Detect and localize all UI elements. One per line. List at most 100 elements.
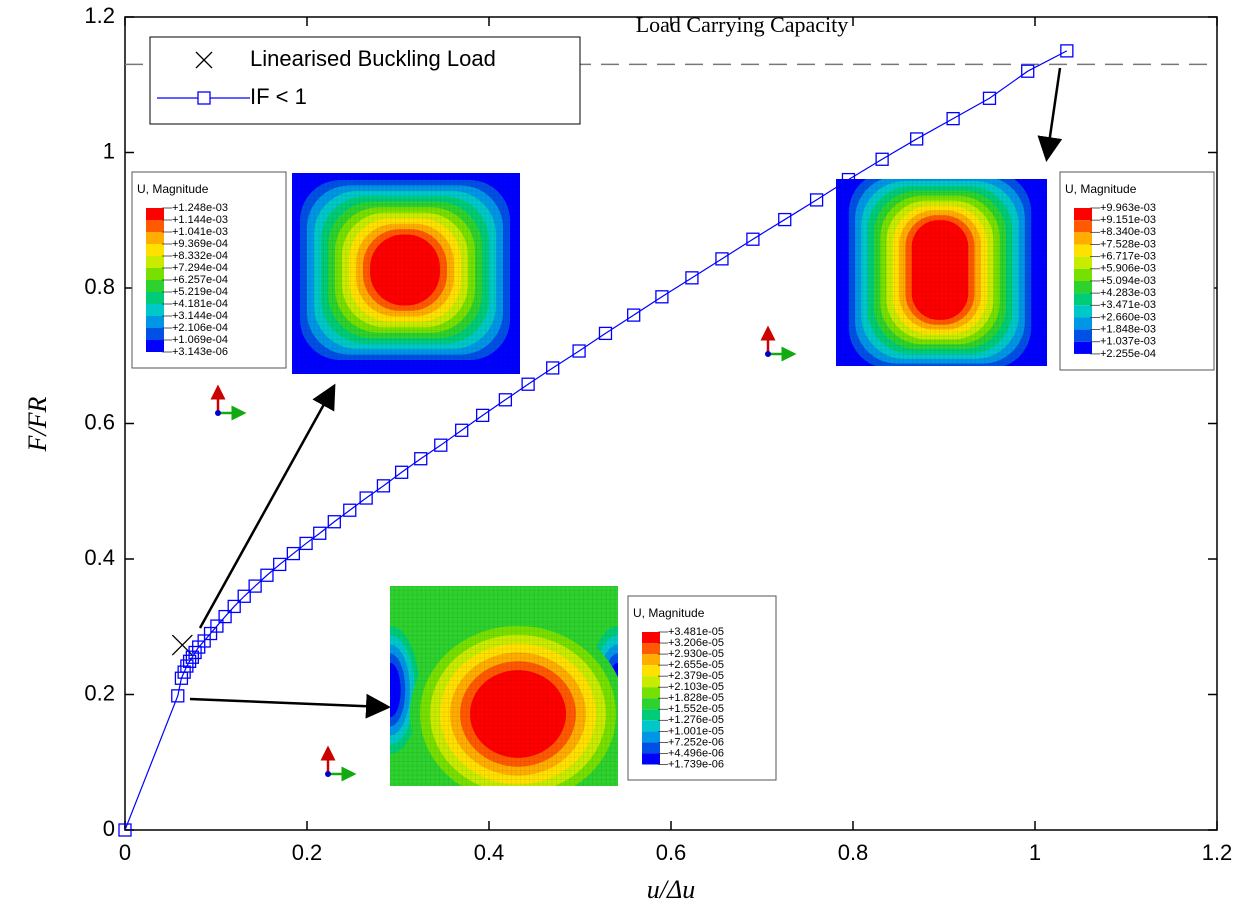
color-band bbox=[642, 731, 660, 742]
level-label: +4.283e-03 bbox=[1100, 287, 1156, 299]
color-band bbox=[1074, 293, 1092, 305]
color-band bbox=[146, 244, 164, 256]
level-label: +7.528e-03 bbox=[1100, 238, 1156, 250]
legend: Linearised Buckling Load IF < 1 bbox=[150, 37, 580, 124]
color-band bbox=[642, 654, 660, 665]
level-label: +9.151e-03 bbox=[1100, 214, 1156, 226]
contour bbox=[292, 173, 520, 374]
color-band bbox=[1074, 281, 1092, 293]
color-band bbox=[642, 720, 660, 731]
legend-label: IF < 1 bbox=[250, 84, 307, 109]
color-band bbox=[146, 208, 164, 220]
inset: U, Magnitude +9.963e-03+9.151e-03+8.340e-… bbox=[765, 167, 1214, 374]
color-band bbox=[642, 687, 660, 698]
level-label: +2.660e-03 bbox=[1100, 311, 1156, 323]
y-tick-label: 0.4 bbox=[84, 545, 115, 570]
inset-legend-title: U, Magnitude bbox=[633, 606, 705, 620]
color-band bbox=[1074, 269, 1092, 281]
color-band bbox=[1074, 220, 1092, 232]
arrow bbox=[1047, 68, 1060, 157]
legend-label: Linearised Buckling Load bbox=[250, 46, 496, 71]
reference-label: Load Carrying Capacity bbox=[636, 12, 849, 37]
y-tick-label: 1.2 bbox=[84, 3, 115, 28]
color-band bbox=[1074, 330, 1092, 342]
color-band bbox=[1074, 232, 1092, 244]
legend-marker bbox=[198, 92, 210, 104]
x-tick-label: 0 bbox=[119, 840, 131, 865]
color-band bbox=[146, 220, 164, 232]
color-band bbox=[642, 676, 660, 687]
level-label: +7.294e-04 bbox=[172, 262, 228, 274]
level-label: +5.906e-03 bbox=[1100, 263, 1156, 275]
color-band bbox=[642, 665, 660, 676]
level-label: +1.848e-03 bbox=[1100, 324, 1156, 336]
x-tick-label: 1 bbox=[1029, 840, 1041, 865]
inset: U, Magnitude+3.481e-05+3.206e-05+2.930e-… bbox=[325, 586, 776, 811]
level-label: +3.144e-04 bbox=[172, 310, 228, 322]
color-band bbox=[1074, 257, 1092, 269]
inset-legend-title: U, Magnitude bbox=[1065, 182, 1137, 196]
level-label: +1.037e-03 bbox=[1100, 336, 1156, 348]
color-band bbox=[642, 698, 660, 709]
x-tick-label: 0.2 bbox=[292, 840, 323, 865]
color-band bbox=[146, 316, 164, 328]
color-band bbox=[146, 256, 164, 268]
level-label: +3.471e-03 bbox=[1100, 299, 1156, 311]
color-band bbox=[642, 709, 660, 720]
color-band bbox=[146, 304, 164, 316]
level-label: +1.069e-04 bbox=[172, 334, 228, 346]
level-label: +9.963e-03 bbox=[1100, 202, 1156, 214]
color-band bbox=[642, 632, 660, 643]
triad-origin bbox=[765, 351, 771, 357]
color-band bbox=[146, 232, 164, 244]
x-axis-label: u/Δu bbox=[647, 875, 695, 904]
color-band bbox=[146, 340, 164, 352]
color-band bbox=[1074, 342, 1092, 354]
level-label: +2.255e-04 bbox=[1100, 348, 1156, 360]
triad-origin bbox=[215, 410, 221, 416]
color-band bbox=[642, 643, 660, 654]
color-band bbox=[642, 742, 660, 753]
chart: 0 0.2 0.4 0.6 0.8 1 1.2 0 0.2 0.4 0.6 0.8 1 1.2 Load … bbox=[0, 0, 1253, 911]
inset-legend-title: U, Magnitude bbox=[137, 182, 209, 196]
level-label: +2.106e-04 bbox=[172, 322, 228, 334]
level-label: +3.143e-06 bbox=[172, 346, 228, 358]
color-band bbox=[1074, 208, 1092, 220]
level-label: +4.181e-04 bbox=[172, 298, 228, 310]
contour bbox=[836, 167, 1047, 374]
y-tick-label: 0.6 bbox=[84, 409, 115, 434]
level-label: +5.094e-03 bbox=[1100, 275, 1156, 287]
level-label: +9.369e-04 bbox=[172, 238, 228, 250]
color-band bbox=[146, 292, 164, 304]
triad-origin bbox=[325, 771, 331, 777]
level-label: +1.739e-06 bbox=[668, 758, 724, 770]
x-tick-label: 0.4 bbox=[474, 840, 505, 865]
color-band bbox=[1074, 305, 1092, 317]
y-tick-label: 1 bbox=[103, 138, 115, 163]
level-label: +8.340e-03 bbox=[1100, 226, 1156, 238]
level-label: +6.257e-04 bbox=[172, 274, 228, 286]
level-label: +1.248e-03 bbox=[172, 202, 228, 214]
color-band bbox=[1074, 244, 1092, 256]
x-tick-label: 0.8 bbox=[838, 840, 869, 865]
color-band bbox=[146, 268, 164, 280]
level-label: +8.332e-04 bbox=[172, 250, 228, 262]
level-label: +1.144e-03 bbox=[172, 214, 228, 226]
y-tick-label: 0.8 bbox=[84, 274, 115, 299]
y-axis-label: F/FR bbox=[23, 396, 52, 452]
contour bbox=[356, 586, 652, 811]
color-band bbox=[1074, 317, 1092, 329]
x-tick-label: 1.2 bbox=[1202, 840, 1233, 865]
arrow bbox=[190, 699, 386, 707]
y-tick-label: 0 bbox=[103, 816, 115, 841]
color-band bbox=[642, 753, 660, 764]
color-band bbox=[146, 280, 164, 292]
level-label: +1.041e-03 bbox=[172, 226, 228, 238]
color-band bbox=[146, 328, 164, 340]
inset: U, Magnitude +1.248e-03+1.144e-03+1.041e-… bbox=[132, 172, 520, 416]
x-tick-label: 0.6 bbox=[656, 840, 687, 865]
y-tick-label: 0.2 bbox=[84, 680, 115, 705]
arrows bbox=[190, 68, 1060, 707]
arrow bbox=[200, 388, 333, 628]
level-label: +6.717e-03 bbox=[1100, 251, 1156, 263]
